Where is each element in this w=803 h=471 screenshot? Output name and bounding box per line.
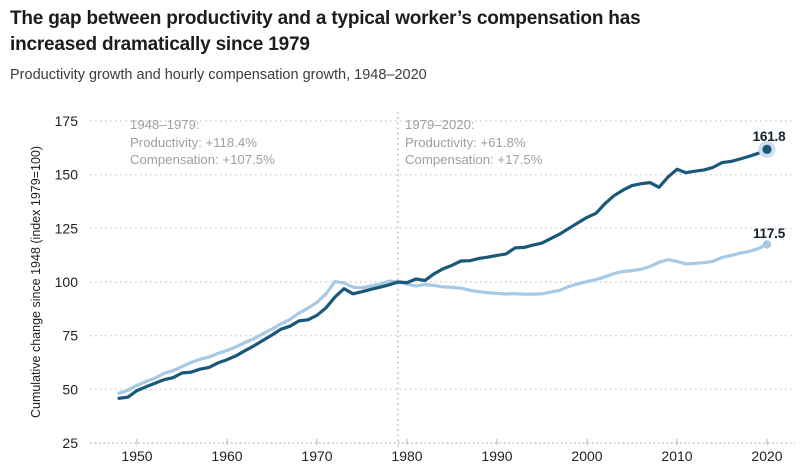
x-tick-label: 1980 [391,448,422,464]
x-tick-label: 2020 [751,448,782,464]
annotation-compensation-value: Compensation: +107.5% [130,152,275,167]
annotation-productivity-value: Productivity: +118.4% [130,134,257,150]
y-tick-label: 100 [55,274,79,290]
x-tick-label: 2010 [661,448,692,464]
annotation-period-label: 1979–2020: [405,117,475,132]
annotation-1979-2020: 1979–2020: Productivity: +61.8% Compensa… [405,116,542,169]
x-tick-label: 1960 [211,448,242,464]
x-tick-label: 1950 [121,448,152,464]
y-axis-title: Cumulative change since 1948 (index 1979… [29,145,43,419]
annotation-1948-1979: 1948–1979: Productivity: +118.4% Compens… [130,116,275,169]
x-tick-label: 1990 [481,448,512,464]
hourly-compensation-line [117,242,769,395]
y-tick-label: 125 [55,220,79,236]
y-tick-label: 175 [55,113,79,129]
y-tick-label: 150 [55,167,79,183]
chart-title: The gap between productivity and a typic… [10,8,641,55]
compensation-end-value-label: 117.5 [752,226,786,241]
annotation-period-label: 1948–1979: [130,117,200,132]
y-tick-label: 50 [62,381,78,397]
chart-subtitle: Productivity growth and hourly compensat… [10,67,427,83]
productivity-end-marker [762,144,772,154]
x-tick-label: 2000 [571,448,602,464]
chart-header: The gap between productivity and a typic… [10,6,770,83]
y-tick-label: 75 [62,328,78,344]
productivity-line [117,147,769,400]
y-tick-label: 25 [62,435,78,451]
annotation-compensation-value: Compensation: +17.5% [405,152,543,167]
productivity-end-value-label: 161.8 [752,129,786,144]
annotation-productivity-value: Productivity: +61.8% [405,134,526,150]
compensation-end-marker [762,240,772,249]
x-tick-label: 1970 [301,448,332,464]
